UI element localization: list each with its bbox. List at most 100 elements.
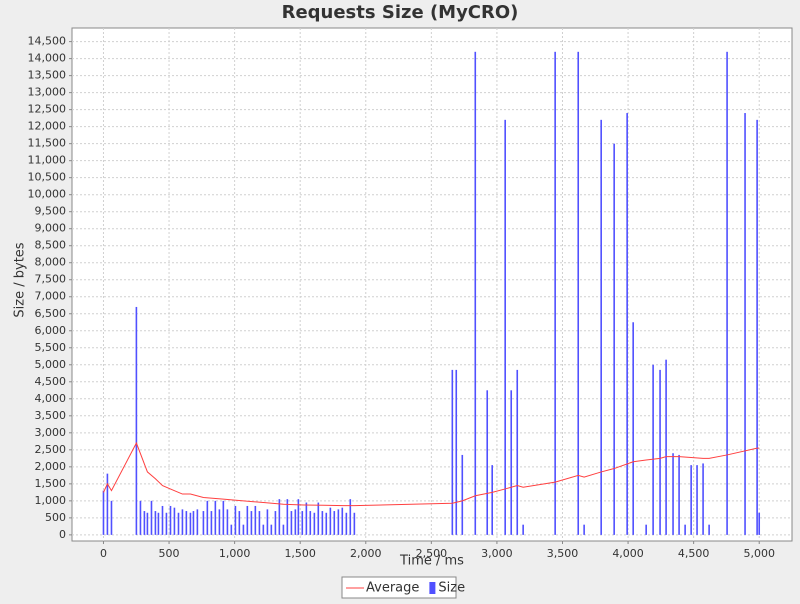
y-tick-label: 1,500 <box>35 477 67 490</box>
legend-label: Average <box>366 581 419 596</box>
y-tick-label: 11,500 <box>28 137 67 150</box>
x-tick-label: 0 <box>100 547 107 560</box>
bar <box>286 499 289 535</box>
bar <box>250 511 253 535</box>
chart-title: Requests Size (MyCRO) <box>282 2 519 23</box>
bar <box>516 369 519 535</box>
bar <box>222 500 225 535</box>
bar <box>665 359 667 535</box>
y-tick-label: 3,000 <box>35 426 67 439</box>
bar <box>173 507 176 535</box>
bar <box>146 512 149 535</box>
bar <box>632 322 634 535</box>
bar <box>290 511 293 535</box>
bar <box>196 509 199 535</box>
bar <box>491 465 493 535</box>
plot-area <box>71 27 793 542</box>
y-tick-label: 10,000 <box>28 188 67 201</box>
y-tick-label: 12,000 <box>28 120 67 133</box>
x-tick-label: 4,000 <box>612 547 644 560</box>
x-tick-label: 1,000 <box>219 547 251 560</box>
y-tick-label: 4,500 <box>35 375 67 388</box>
bar <box>210 511 213 535</box>
y-tick-label: 12,500 <box>28 103 67 116</box>
bar <box>258 511 261 535</box>
bar <box>645 524 647 535</box>
bar <box>451 369 454 535</box>
bar <box>305 502 308 535</box>
bar <box>461 454 464 535</box>
bar <box>337 509 340 535</box>
y-tick-label: 8,500 <box>35 239 67 252</box>
bar <box>150 500 153 535</box>
y-tick-label: 500 <box>45 511 66 524</box>
bar <box>157 512 160 535</box>
bar <box>185 511 188 535</box>
bar <box>321 511 324 535</box>
bar <box>600 119 602 535</box>
bar <box>226 509 229 535</box>
x-tick-label: 3,500 <box>547 547 579 560</box>
legend-swatch <box>429 582 436 594</box>
x-tick-label: 500 <box>159 547 180 560</box>
bar <box>554 51 556 535</box>
bar <box>455 369 458 535</box>
bar <box>234 505 237 535</box>
y-tick-label: 5,000 <box>35 358 67 371</box>
bar <box>313 512 316 535</box>
bar <box>301 511 304 535</box>
bar <box>294 509 297 535</box>
bar <box>177 512 180 535</box>
bar <box>652 364 654 535</box>
bar <box>341 507 344 535</box>
y-tick-label: 0 <box>59 528 66 541</box>
bar <box>254 505 257 535</box>
bar <box>577 51 580 535</box>
x-tick-label: 5,000 <box>743 547 775 560</box>
y-axis-label: Size / bytes <box>13 242 28 317</box>
bar <box>110 500 113 535</box>
bar <box>218 509 221 535</box>
legend <box>341 576 457 599</box>
bar <box>756 119 758 535</box>
bar <box>309 511 312 535</box>
bar <box>329 507 332 535</box>
bar <box>353 512 356 535</box>
bar <box>510 390 513 535</box>
bar <box>333 511 336 535</box>
bar <box>744 113 746 535</box>
bar <box>214 500 217 535</box>
bar <box>349 499 352 535</box>
bar <box>161 505 164 535</box>
bar <box>139 500 142 535</box>
bar <box>102 490 105 535</box>
bar <box>708 524 710 535</box>
bar <box>522 524 524 535</box>
y-tick-label: 11,000 <box>28 154 67 167</box>
x-tick-label: 4,500 <box>678 547 710 560</box>
bar <box>282 524 285 535</box>
y-tick-label: 9,500 <box>35 205 67 218</box>
y-tick-label: 13,500 <box>28 69 67 82</box>
bar <box>345 512 348 535</box>
y-tick-label: 5,500 <box>35 341 67 354</box>
bar <box>189 512 192 535</box>
y-tick-label: 13,000 <box>28 86 67 99</box>
bar <box>262 524 265 535</box>
bar <box>758 512 761 535</box>
bar <box>274 511 277 535</box>
x-tick-label: 1,500 <box>284 547 316 560</box>
bar <box>696 465 698 535</box>
bar <box>206 500 209 535</box>
bar <box>154 511 157 535</box>
y-tick-label: 6,000 <box>35 324 67 337</box>
bar <box>165 512 168 535</box>
bar <box>583 524 585 535</box>
bar <box>726 51 728 535</box>
y-tick-label: 2,000 <box>35 460 67 473</box>
bar <box>270 524 273 535</box>
y-tick-label: 14,500 <box>28 35 67 48</box>
y-tick-label: 2,500 <box>35 443 67 456</box>
average-line <box>103 441 760 507</box>
x-tick-label: 3,000 <box>481 547 513 560</box>
